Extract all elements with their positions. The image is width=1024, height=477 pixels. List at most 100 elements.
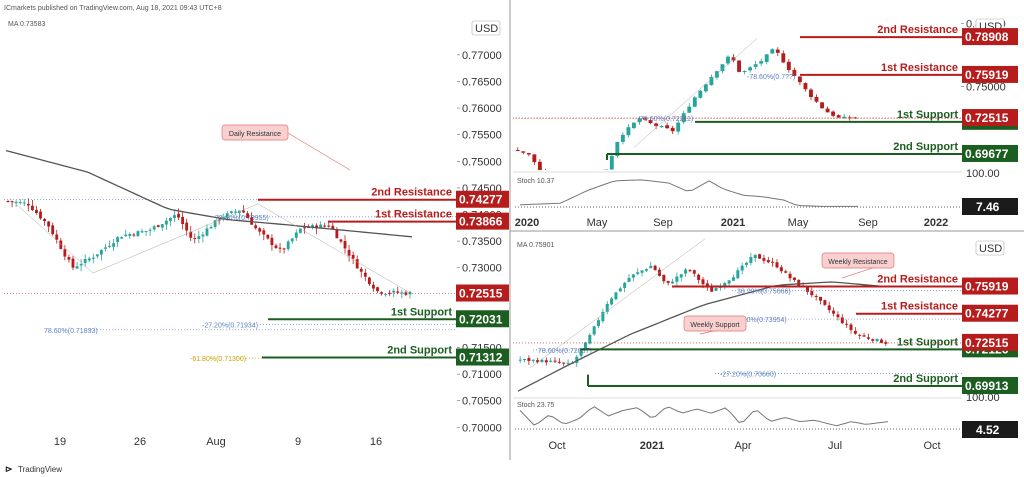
candle-body: [687, 106, 692, 113]
candle-body: [832, 310, 836, 314]
candle-body: [392, 290, 396, 293]
fib-label: 38.20%(0.75666): [737, 289, 791, 296]
candle-body: [372, 284, 375, 289]
candle-body: [840, 317, 844, 324]
y-tick-label: 0.76000: [462, 103, 502, 115]
candle-body: [290, 238, 294, 242]
candle-body: [775, 49, 780, 53]
candle-body: [692, 97, 697, 107]
candle-body: [83, 258, 87, 264]
candle-body: [331, 225, 335, 230]
candle-body: [714, 288, 718, 291]
candle-body: [335, 229, 339, 239]
x-tick-label: Aug: [206, 436, 226, 448]
candle-body: [518, 359, 522, 361]
current-price-tag: [962, 333, 1018, 351]
current-price-tag: [962, 109, 1018, 127]
candle-body: [601, 311, 605, 322]
callout-pointer: [287, 132, 351, 171]
x-tick-label: May: [788, 217, 809, 229]
candle-body: [14, 201, 18, 203]
candle-body: [679, 274, 683, 278]
candle-body: [749, 257, 753, 263]
candle-body: [788, 273, 792, 279]
candle-body: [771, 261, 775, 263]
ma-label-left: MA 0.73583: [8, 21, 45, 28]
candle-body: [557, 361, 561, 363]
brand-logo[interactable]: ⊳ TradingView: [5, 464, 62, 474]
candle-body: [67, 257, 71, 260]
y-tick-label: 0.75000: [462, 156, 502, 168]
candle-body: [784, 271, 788, 273]
candle-body: [104, 247, 107, 249]
level-name: 2nd Support: [893, 141, 958, 153]
candle-body: [351, 254, 355, 259]
x-tick-label: May: [587, 217, 608, 229]
x-tick-label: 2020: [515, 217, 539, 229]
candle-body: [797, 279, 801, 286]
candle-body: [319, 224, 323, 229]
candle-body: [779, 267, 783, 272]
candle-body: [692, 270, 696, 274]
candle-body: [6, 201, 10, 203]
candle-body: [775, 262, 779, 268]
stoch-label: Stoch 23.75: [517, 402, 554, 409]
candle-body: [193, 238, 197, 240]
candle-body: [515, 149, 520, 151]
publisher-info: ICmarkets published on TradingView.com, …: [4, 5, 222, 12]
candle-body: [670, 127, 675, 132]
candle-body: [579, 349, 583, 356]
trend-line: [9, 198, 94, 274]
candle-body: [164, 220, 168, 225]
candle-body: [197, 236, 201, 239]
current-price-tag: [456, 284, 509, 302]
stoch-upper: 100.00: [966, 168, 1000, 180]
candle-body: [532, 154, 537, 163]
candle-body: [43, 218, 46, 222]
x-tick-label: 2022: [924, 217, 948, 229]
candle-body: [148, 229, 152, 231]
callout-box: [821, 252, 895, 269]
level-price-tag: [962, 304, 1018, 322]
candle-body: [527, 358, 531, 361]
level-name: 1st Resistance: [881, 301, 958, 313]
callout-text: Weekly Resistance: [828, 259, 888, 266]
candle-body: [408, 291, 412, 295]
moving-average-line: [5, 149, 413, 238]
candle-body: [736, 270, 740, 279]
stoch-line: [519, 406, 889, 427]
candle-body: [705, 283, 709, 288]
currency-label: USD: [475, 23, 498, 35]
candle-body: [753, 254, 757, 259]
candle-body: [701, 279, 705, 285]
candle-body: [108, 245, 111, 247]
candle-body: [710, 287, 714, 292]
candle-body: [185, 222, 189, 231]
candle-body: [648, 120, 653, 124]
level-name: 2nd Resistance: [877, 274, 958, 286]
level-name: 2nd Resistance: [371, 187, 452, 199]
candle-body: [575, 356, 579, 363]
candle-body: [597, 320, 601, 327]
candle-body: [116, 237, 120, 243]
candle-body: [766, 260, 770, 263]
candle-body: [132, 234, 136, 236]
stoch-label: Stoch 10.37: [517, 178, 554, 185]
candle-body: [120, 237, 124, 239]
y-tick-label: 0.70000: [462, 422, 502, 434]
x-tick-label: Oct: [548, 440, 565, 452]
candle-body: [553, 360, 557, 362]
candle-body: [181, 216, 185, 225]
candle-body: [758, 254, 762, 259]
stoch-value-tag: [962, 421, 1018, 438]
candle-body: [39, 211, 42, 219]
x-tick-label: Jul: [828, 440, 842, 452]
candle-body: [805, 287, 809, 292]
candle-body: [845, 323, 849, 325]
candle-body: [286, 241, 290, 250]
candle-body: [323, 225, 327, 227]
moving-average-line: [517, 281, 889, 392]
candle-body: [759, 61, 764, 64]
candle-body: [688, 270, 692, 272]
